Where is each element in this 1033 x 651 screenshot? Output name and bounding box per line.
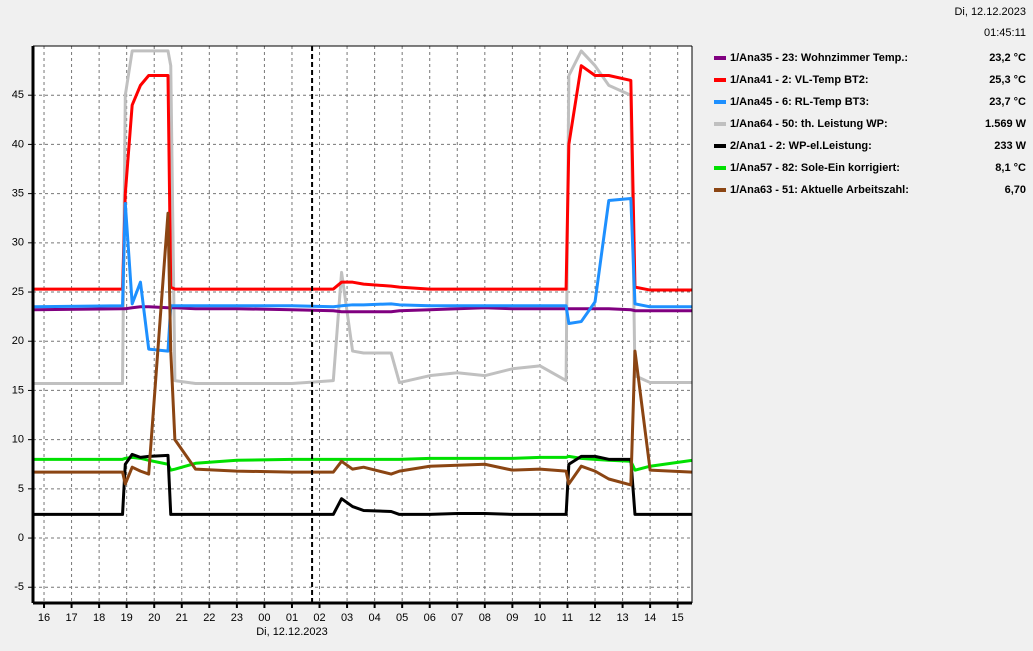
legend-label: 1/Ana57 - 82: Sole-Ein korrigiert: (730, 162, 900, 174)
legend-label: 1/Ana45 - 6: RL-Temp BT3: (730, 96, 869, 108)
x-tick-label: 19 (121, 612, 133, 624)
x-tick-label: 12 (589, 612, 601, 624)
date-label: Di, 12.12.2023 (256, 626, 328, 638)
legend-label: 1/Ana41 - 2: VL-Temp BT2: (730, 74, 869, 86)
y-tick-label: 45 (12, 89, 24, 101)
legend-label: 1/Ana35 - 23: Wohnzimmer Temp.: (730, 52, 908, 64)
legend-value: 1.569 W (985, 118, 1027, 130)
x-tick-label: 00 (258, 612, 270, 624)
legend-value: 23,2 °C (989, 52, 1026, 64)
y-tick-label: -5 (14, 581, 24, 593)
x-tick-label: 03 (341, 612, 353, 624)
series-line (33, 197, 692, 353)
x-tick-label: 21 (176, 612, 188, 624)
series-line (33, 49, 692, 386)
y-tick-label: 40 (12, 138, 24, 150)
x-tick-label: 02 (313, 612, 325, 624)
x-tick-label: 13 (616, 612, 628, 624)
y-tick-label: 0 (18, 532, 24, 544)
legend-value: 233 W (994, 140, 1026, 152)
legend-value: 23,7 °C (989, 96, 1026, 108)
x-tick-label: 05 (396, 612, 408, 624)
x-tick-label: 17 (65, 612, 77, 624)
x-tick-label: 15 (672, 612, 684, 624)
legend-label: 2/Ana1 - 2: WP-el.Leistung: (730, 140, 872, 152)
x-tick-label: 20 (148, 612, 160, 624)
x-tick-label: 22 (203, 612, 215, 624)
x-tick-label: 11 (562, 612, 573, 624)
series-line (33, 452, 692, 516)
header-time: 01:45:11 (984, 27, 1026, 39)
legend-value: 25,3 °C (989, 74, 1026, 86)
series-line (33, 211, 692, 487)
y-tick-label: 30 (12, 237, 24, 249)
y-tick-label: 10 (12, 434, 24, 446)
x-tick-label: 16 (38, 612, 50, 624)
legend-label: 1/Ana64 - 50: th. Leistung WP: (730, 118, 888, 130)
y-tick-label: 25 (12, 286, 24, 298)
series-line (33, 454, 692, 472)
x-tick-label: 04 (368, 612, 380, 624)
x-tick-label: 09 (506, 612, 518, 624)
x-tick-label: 07 (451, 612, 463, 624)
series-line (33, 305, 692, 314)
x-tick-label: 08 (479, 612, 491, 624)
plot-area (33, 46, 692, 603)
y-tick-label: 5 (18, 483, 24, 495)
x-tick-label: 23 (231, 612, 243, 624)
y-tick-label: 35 (12, 188, 24, 200)
x-tick-label: 14 (644, 612, 656, 624)
x-tick-label: 18 (93, 612, 105, 624)
x-tick-label: 01 (286, 612, 298, 624)
legend-label: 1/Ana63 - 51: Aktuelle Arbeitszahl: (730, 184, 909, 196)
x-tick-label: 06 (424, 612, 436, 624)
y-tick-label: 15 (12, 384, 24, 396)
legend-value: 6,70 (1005, 184, 1026, 196)
y-tick-label: 20 (12, 335, 24, 347)
series-line (33, 64, 692, 292)
legend-value: 8,1 °C (995, 162, 1026, 174)
x-tick-label: 10 (534, 612, 546, 624)
header-date: Di, 12.12.2023 (954, 6, 1026, 18)
